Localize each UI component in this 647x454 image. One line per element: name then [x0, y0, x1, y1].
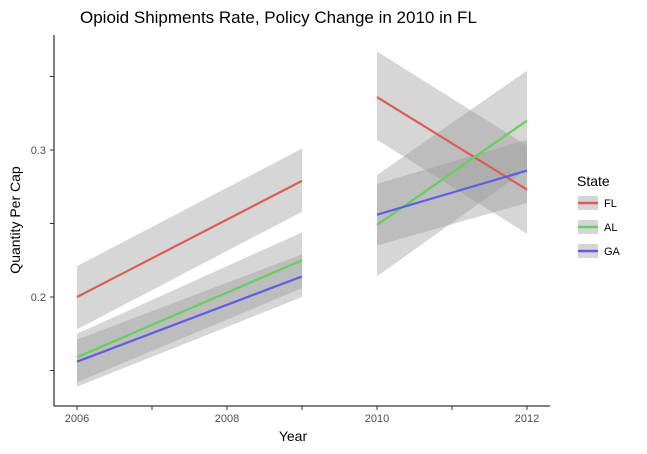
x-tick-label: 2012: [515, 413, 539, 425]
x-tick-label: 2008: [215, 413, 239, 425]
legend-label: FL: [604, 198, 617, 210]
x-ticks: 2006 2008 2010 2012: [65, 406, 539, 425]
trend-line-fl-2: [376, 96, 528, 191]
trend-line-al-1: [76, 259, 303, 359]
legend-item-al: AL: [578, 220, 617, 234]
legend-item-ga: GA: [578, 244, 621, 258]
y-ticks: 0.2 0.3: [31, 76, 54, 371]
y-tick-label: 0.2: [31, 292, 46, 304]
legend-label: GA: [604, 246, 621, 258]
y-tick-label: 0.3: [31, 145, 46, 157]
y-axis-title: Quantity Per Cap: [7, 166, 23, 274]
x-tick-label: 2006: [65, 413, 89, 425]
legend-item-fl: FL: [578, 196, 617, 210]
trend-line-ga-2: [376, 169, 528, 216]
x-axis-title: Year: [279, 428, 308, 444]
confidence-band-ga-1: [77, 254, 302, 387]
x-tick-label: 2010: [365, 413, 389, 425]
chart-title: Opioid Shipments Rate, Policy Change in …: [80, 8, 477, 27]
legend-label: AL: [604, 222, 617, 234]
trend-line-ga-1: [76, 275, 303, 363]
legend: State FL AL GA: [577, 173, 621, 258]
lines-layer: [76, 96, 528, 363]
confidence-band-al-1: [77, 232, 302, 383]
trend-line-fl-1: [76, 179, 303, 298]
legend-title: State: [577, 173, 610, 189]
